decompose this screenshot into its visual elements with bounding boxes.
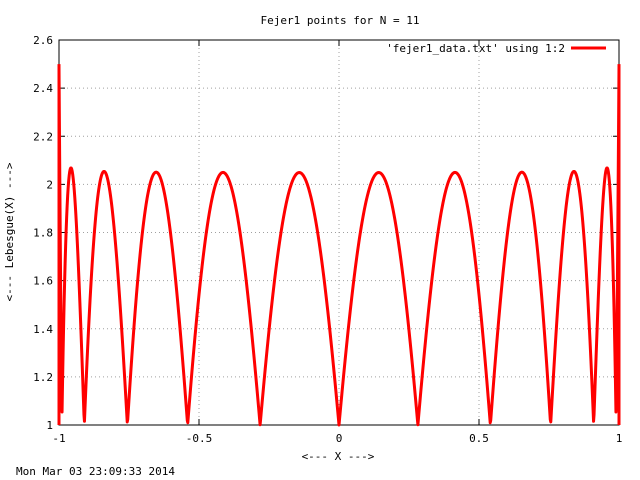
timestamp: Mon Mar 03 23:09:33 2014 [16,465,175,478]
x-tick-label: 0.5 [469,432,489,445]
y-tick-label: 2.2 [33,130,53,143]
grid [59,40,619,425]
series-layer [57,64,621,427]
x-tick-label: 1 [616,432,623,445]
y-tick-label: 1 [46,419,53,432]
series-line [57,66,621,427]
y-axis-label: <--- Lebesgue(X) ---> [3,162,16,301]
legend-label: 'fejer1_data.txt' using 1:2 [386,42,565,55]
x-tick-label: -0.5 [186,432,213,445]
x-tick-label: 0 [336,432,343,445]
y-tick-label: 2 [46,178,53,191]
y-tick-label: 2.6 [33,34,53,47]
axis-ticks: 1 1.2 1.4 1.6 1.8 2 2.2 2.4 2.6 -1 -0.5 0 0.5 1 [33,34,622,445]
y-tick-label: 1.4 [33,323,53,336]
x-tick-label: -1 [52,432,65,445]
legend: 'fejer1_data.txt' using 1:2 [386,42,606,55]
y-tick-label: 2.4 [33,82,53,95]
y-tick-label: 1.8 [33,227,53,240]
y-tick-label: 1.2 [33,371,53,384]
x-axis-label: <--- X ---> [302,450,375,463]
y-tick-label: 1.6 [33,275,53,288]
chart-title: Fejer1 points for N = 11 [261,14,420,27]
